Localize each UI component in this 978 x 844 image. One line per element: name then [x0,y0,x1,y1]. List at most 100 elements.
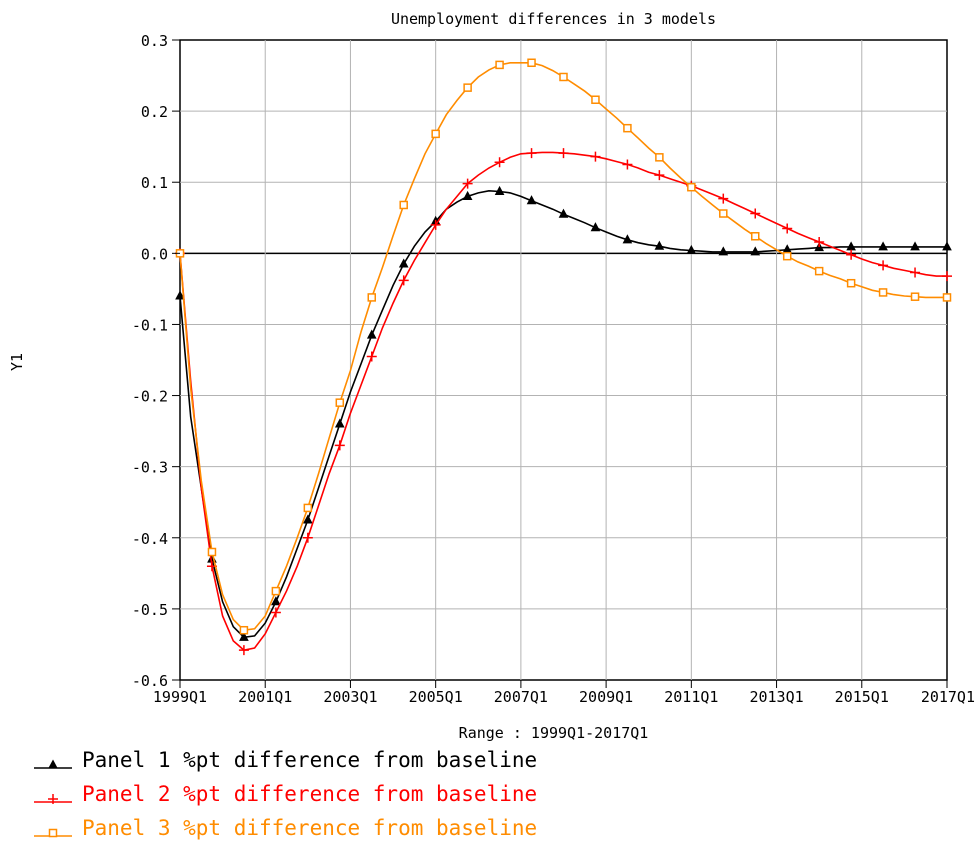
data-point [942,293,952,302]
y-tick-label: 0.3 [141,32,168,50]
data-point [271,596,281,606]
series-1 [175,185,952,641]
data-point [334,440,345,451]
y-tick-label: 0.0 [141,245,168,263]
data-point [335,398,345,407]
data-point [750,246,761,256]
data-point [495,60,504,70]
data-point [463,83,472,92]
data-point [494,185,505,195]
legend-label: Panel 3 %pt difference from baseline [82,816,537,840]
data-point [686,244,697,254]
x-tick-label: 2007Q1 [494,688,548,706]
data-point [590,151,601,162]
data-point [591,95,600,104]
x-tick-label: 2005Q1 [409,688,463,706]
data-point [494,157,505,168]
data-point [526,148,537,159]
x-tick-label: 2003Q1 [323,688,377,706]
legend-item-3: Panel 3 %pt difference from baseline [34,816,537,840]
legend-label: Panel 1 %pt difference from baseline [82,748,537,772]
data-point [942,241,952,251]
data-point [558,148,569,159]
series-3 [175,58,952,635]
data-point [622,234,633,244]
x-tick-label: 2011Q1 [664,688,718,706]
data-point [942,271,952,282]
data-point [302,514,313,524]
data-point [430,219,441,230]
data-point [398,275,409,286]
data-point [590,222,601,232]
legend-item-2: Panel 2 %pt difference from baseline [34,782,537,806]
legend-marker [48,759,58,769]
axes: Unemployment differences in 3 models 0.3 0… [8,10,975,742]
x-axis-label: Range : 1999Q1-2017Q1 [459,724,649,742]
data-point [910,292,920,301]
y-tick-label: -0.5 [132,601,168,619]
data-point [271,586,281,596]
legend-marker [48,794,58,804]
data-point [239,625,249,635]
data-point [750,208,761,219]
data-point [623,123,632,133]
data-point [527,58,536,68]
data-point [687,182,696,192]
data-point [654,240,665,250]
plot-area [179,39,948,681]
y-tick-label: 0.2 [141,103,168,121]
data-point [526,195,537,205]
y-tick-label: -0.1 [132,316,168,334]
x-tick-label: 2001Q1 [238,688,292,706]
y-tick-label: -0.3 [132,459,168,477]
data-point [718,193,729,204]
data-point [558,208,569,218]
y-tick-label: -0.4 [132,530,168,548]
data-point [559,72,568,82]
data-point [878,260,889,271]
y-tick-label: -0.6 [132,672,168,690]
y-axis-label: Y1 [8,353,26,371]
data-point [366,351,377,362]
legend-marker [48,828,58,838]
data-point [238,645,249,656]
data-point [366,329,377,339]
legend-label: Panel 2 %pt difference from baseline [82,782,537,806]
data-point [719,209,728,218]
x-tick-label: 2017Q1 [921,688,975,706]
data-point [239,631,249,641]
y-tick-label: -0.2 [132,388,168,406]
legend: Panel 1 %pt difference from baseline Pane… [34,748,537,840]
data-point [878,288,888,297]
data-point [751,232,760,241]
x-tick-label: 2015Q1 [835,688,889,706]
data-point [622,159,633,170]
data-point [175,290,185,300]
data-point [814,236,825,247]
data-point [878,241,888,251]
data-point [910,267,921,278]
legend-item-1: Panel 1 %pt difference from baseline [34,748,537,772]
data-point [814,266,824,276]
data-point [782,251,792,261]
data-point [846,249,857,260]
x-tick-label: 2013Q1 [749,688,803,706]
y-tick-label: 0.1 [141,174,168,192]
data-point [654,170,665,181]
series-lines [175,58,952,656]
data-point [398,258,409,268]
data-point [270,607,281,618]
data-point [462,190,473,200]
x-tick-label: 2009Q1 [579,688,633,706]
grid-lines [180,40,947,680]
data-point [910,241,920,251]
data-point [718,246,729,256]
chart-title: Unemployment differences in 3 models [391,10,716,28]
x-tick-label: 1999Q1 [153,688,207,706]
data-point [399,200,408,210]
data-point [207,547,217,557]
data-point [334,418,345,428]
data-point [655,153,664,162]
